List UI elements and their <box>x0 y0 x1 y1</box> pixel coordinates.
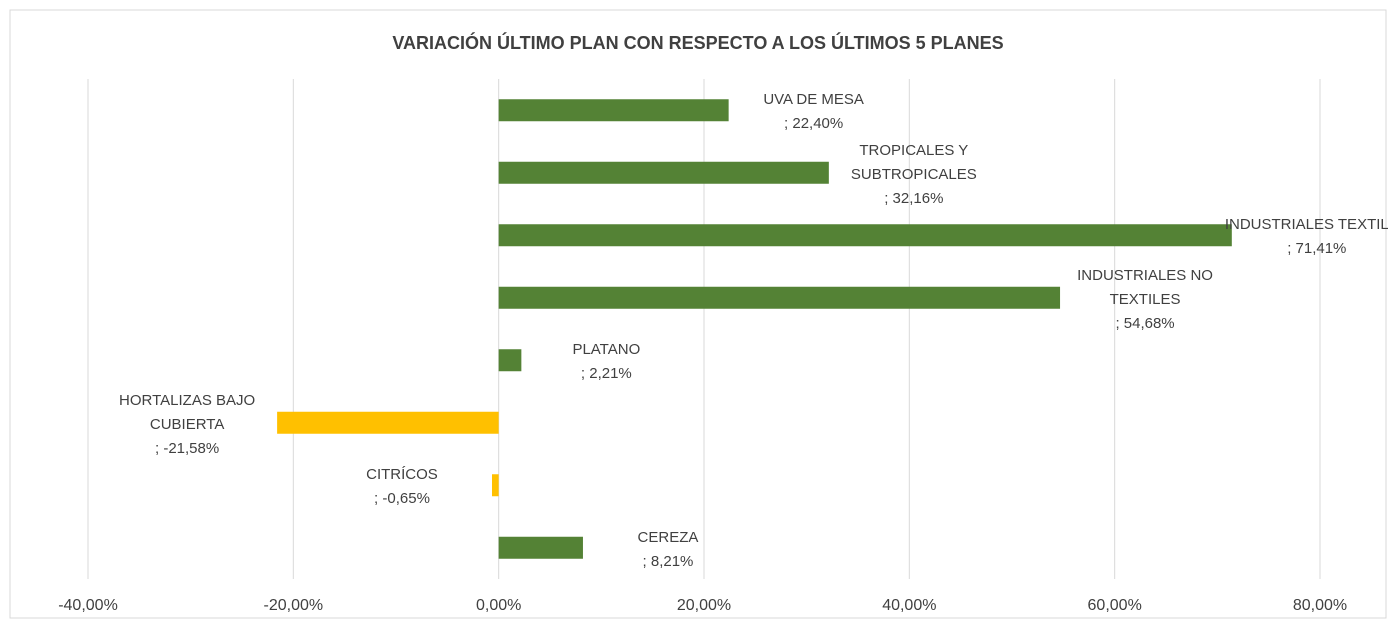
value-label: ; 8,21% <box>642 552 694 570</box>
data-label: INDUSTRIALES TEXTILES ; 71,41% <box>1212 213 1388 261</box>
data-label: TROPICALES Y SUBTROPICALES ; 32,16% <box>809 139 1019 211</box>
value-label: ; 22,40% <box>784 115 844 133</box>
data-label: PLATANO ; 2,21% <box>501 338 711 386</box>
value-label: ; 54,68% <box>1115 314 1175 332</box>
x-tick-label: 20,00% <box>677 597 731 614</box>
category-label: PLATANO <box>572 341 641 359</box>
category-label: CITRÍCOS <box>366 466 438 484</box>
data-label: UVA DE MESA ; 22,40% <box>709 88 919 136</box>
value-label: ; 2,21% <box>580 365 632 383</box>
value-label: ; 71,41% <box>1287 240 1347 258</box>
data-label: CITRÍCOS ; -0,65% <box>297 463 507 511</box>
data-label: CEREZA ; 8,21% <box>563 526 773 574</box>
bar <box>498 99 729 122</box>
x-tick-label: -20,00% <box>264 597 324 614</box>
bar <box>498 224 1232 247</box>
data-label: INDUSTRIALES NO TEXTILES ; 54,68% <box>1040 264 1250 336</box>
category-label: TROPICALES Y SUBTROPICALES <box>850 141 977 183</box>
bar <box>498 161 829 184</box>
category-label: INDUSTRIALES NO TEXTILES <box>1077 266 1213 308</box>
value-label: ; 32,16% <box>884 189 944 207</box>
data-label: HORTALIZAS BAJO CUBIERTA ; -21,58% <box>82 389 292 461</box>
bar <box>498 536 583 559</box>
bar <box>491 474 499 497</box>
bar <box>498 286 1061 309</box>
bar <box>277 411 499 434</box>
category-label: UVA DE MESA <box>763 91 864 109</box>
category-label: INDUSTRIALES TEXTILES <box>1224 216 1388 234</box>
category-label: HORTALIZAS BAJO CUBIERTA <box>119 391 256 433</box>
x-tick-label: 40,00% <box>882 597 936 614</box>
category-label: CEREZA <box>637 528 699 546</box>
x-tick-label: 80,00% <box>1293 597 1347 614</box>
value-label: ; -21,58% <box>155 439 220 457</box>
value-label: ; -0,65% <box>374 490 430 508</box>
x-tick-label: -40,00% <box>58 597 118 614</box>
x-tick-label: 60,00% <box>1088 597 1142 614</box>
bar <box>498 349 522 372</box>
chart-title: VARIACIÓN ÚLTIMO PLAN CON RESPECTO A LOS… <box>392 32 1003 53</box>
x-tick-label: 0,00% <box>476 597 521 614</box>
